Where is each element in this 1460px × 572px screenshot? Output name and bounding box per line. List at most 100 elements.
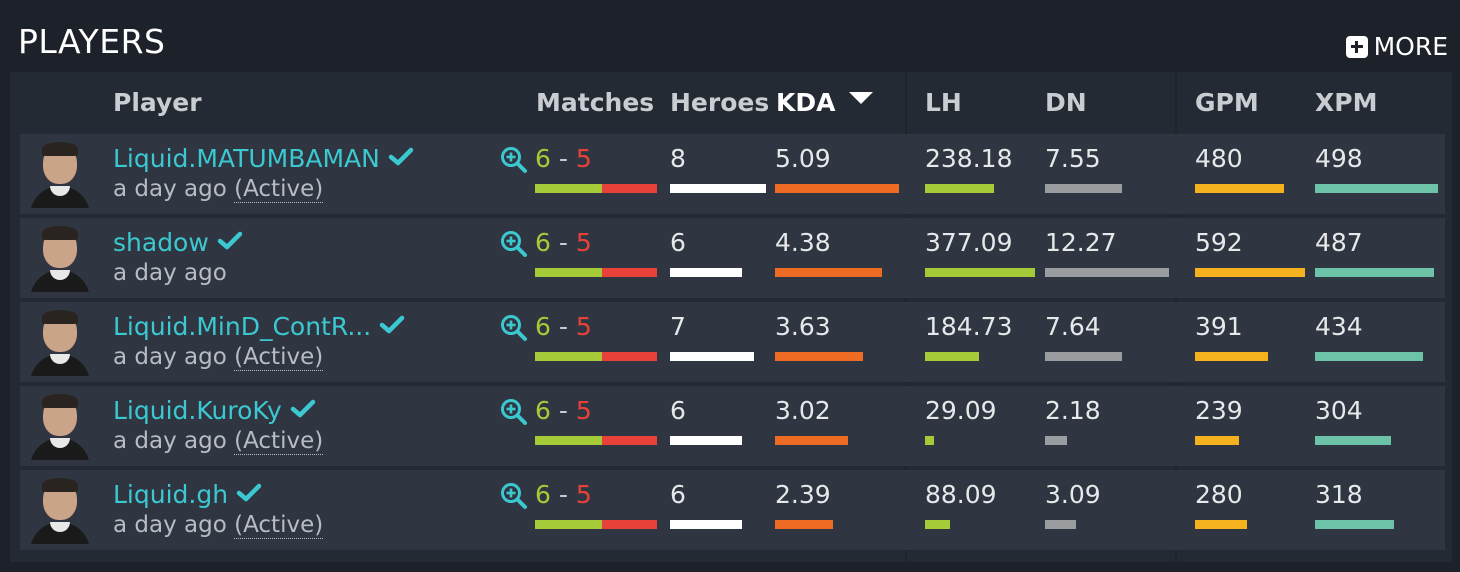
- kda-bar: [775, 268, 882, 277]
- avatar: [26, 224, 94, 292]
- losses-bar: [602, 352, 657, 361]
- heroes-bar: [670, 268, 742, 277]
- heroes-bar: [670, 436, 742, 445]
- xpm-bar: [1315, 268, 1434, 277]
- player-name-link[interactable]: shadow: [113, 228, 243, 257]
- wins: 6: [535, 396, 551, 425]
- zoom-in-icon[interactable]: [500, 314, 528, 342]
- dn-bar: [1045, 436, 1067, 445]
- lh-bar: [925, 352, 979, 361]
- losses-bar: [602, 268, 657, 277]
- avatar: [26, 476, 94, 544]
- sort-desc-icon: [849, 92, 874, 104]
- header-player[interactable]: Player: [113, 88, 202, 117]
- table-row: Liquid.KuroKy a day ago (Active) 6 - 5 6 3.0…: [20, 386, 1445, 466]
- header-kda[interactable]: KDA: [776, 88, 874, 117]
- losses: 5: [575, 144, 592, 173]
- record-separator: -: [550, 396, 576, 425]
- player-status: a day ago (Active): [113, 176, 324, 203]
- player-status: a day ago: [113, 260, 227, 286]
- kda-value: 2.39: [775, 480, 831, 509]
- dn-bar: [1045, 184, 1122, 193]
- player-name: Liquid.MATUMBAMAN: [113, 144, 380, 173]
- last-seen: a day ago: [113, 176, 227, 202]
- more-label: MORE: [1373, 32, 1448, 61]
- kda-value: 3.02: [775, 396, 831, 425]
- table-row: shadow a day ago 6 - 5 6 4.38 377.09 12.27 592 4…: [20, 218, 1445, 298]
- wins: 6: [535, 228, 551, 257]
- plus-icon: [1345, 35, 1368, 58]
- header-gpm[interactable]: GPM: [1195, 88, 1259, 117]
- gpm-value: 480: [1195, 144, 1243, 173]
- zoom-in-icon[interactable]: [500, 482, 528, 510]
- wins-bar: [535, 520, 602, 529]
- section-title: PLAYERS: [18, 22, 166, 61]
- xpm-value: 434: [1315, 312, 1363, 341]
- dn-value: 2.18: [1045, 396, 1101, 425]
- more-button[interactable]: MORE: [1345, 32, 1448, 61]
- header-lh[interactable]: LH: [925, 88, 962, 117]
- player-name: Liquid.KuroKy: [113, 396, 282, 425]
- avatar: [26, 140, 94, 208]
- last-seen: a day ago: [113, 260, 227, 286]
- player-name: shadow: [113, 228, 209, 257]
- xpm-value: 487: [1315, 228, 1363, 257]
- dn-value: 7.55: [1045, 144, 1101, 173]
- player-status: a day ago (Active): [113, 512, 324, 539]
- header-heroes[interactable]: Heroes: [670, 88, 770, 117]
- kda-value: 3.63: [775, 312, 831, 341]
- kda-bar: [775, 436, 848, 445]
- wins-bar: [535, 436, 602, 445]
- record-separator: -: [550, 144, 576, 173]
- verified-check-icon: [388, 147, 414, 166]
- heroes-bar: [670, 184, 766, 193]
- xpm-bar: [1315, 184, 1438, 193]
- table-row: Liquid.MinD_ContR... a day ago (Active) 6 …: [20, 302, 1445, 382]
- kda-value: 5.09: [775, 144, 831, 173]
- active-status: (Active): [234, 176, 324, 203]
- dn-value: 3.09: [1045, 480, 1101, 509]
- verified-check-icon: [236, 483, 262, 502]
- verified-check-icon: [290, 399, 315, 418]
- verified-check-icon: [379, 315, 405, 334]
- header-dn[interactable]: DN: [1045, 88, 1087, 117]
- matches-record: 6 - 5: [535, 480, 592, 509]
- lh-bar: [925, 184, 994, 193]
- lh-value: 184.73: [925, 312, 1013, 341]
- gpm-value: 280: [1195, 480, 1243, 509]
- matches-record: 6 - 5: [535, 144, 592, 173]
- header-xpm[interactable]: XPM: [1315, 88, 1378, 117]
- xpm-value: 304: [1315, 396, 1363, 425]
- heroes-value: 7: [670, 312, 686, 341]
- zoom-in-icon[interactable]: [500, 146, 528, 174]
- header-kda-label: KDA: [776, 88, 836, 117]
- record-separator: -: [550, 312, 576, 341]
- xpm-value: 498: [1315, 144, 1363, 173]
- heroes-bar: [670, 352, 754, 361]
- player-name-link[interactable]: Liquid.MATUMBAMAN: [113, 144, 414, 173]
- last-seen: a day ago: [113, 428, 227, 454]
- gpm-value: 239: [1195, 396, 1243, 425]
- wins-bar: [535, 268, 602, 277]
- dn-value: 12.27: [1045, 228, 1117, 257]
- player-name-link[interactable]: Liquid.KuroKy: [113, 396, 316, 425]
- verified-check-icon: [217, 231, 243, 250]
- kda-value: 4.38: [775, 228, 831, 257]
- player-name-link[interactable]: Liquid.MinD_ContR...: [113, 312, 405, 341]
- record-separator: -: [550, 228, 576, 257]
- wins: 6: [535, 144, 551, 173]
- player-status: a day ago (Active): [113, 428, 324, 455]
- lh-bar: [925, 436, 934, 445]
- losses: 5: [575, 228, 592, 257]
- record-separator: -: [550, 480, 576, 509]
- player-name-link[interactable]: Liquid.gh: [113, 480, 262, 509]
- wins: 6: [535, 312, 551, 341]
- losses: 5: [575, 396, 592, 425]
- gpm-bar: [1195, 184, 1284, 193]
- zoom-in-icon[interactable]: [500, 398, 528, 426]
- avatar: [26, 392, 94, 460]
- header-matches[interactable]: Matches: [536, 88, 655, 117]
- zoom-in-icon[interactable]: [500, 230, 528, 258]
- xpm-bar: [1315, 436, 1391, 445]
- matches-record: 6 - 5: [535, 312, 592, 341]
